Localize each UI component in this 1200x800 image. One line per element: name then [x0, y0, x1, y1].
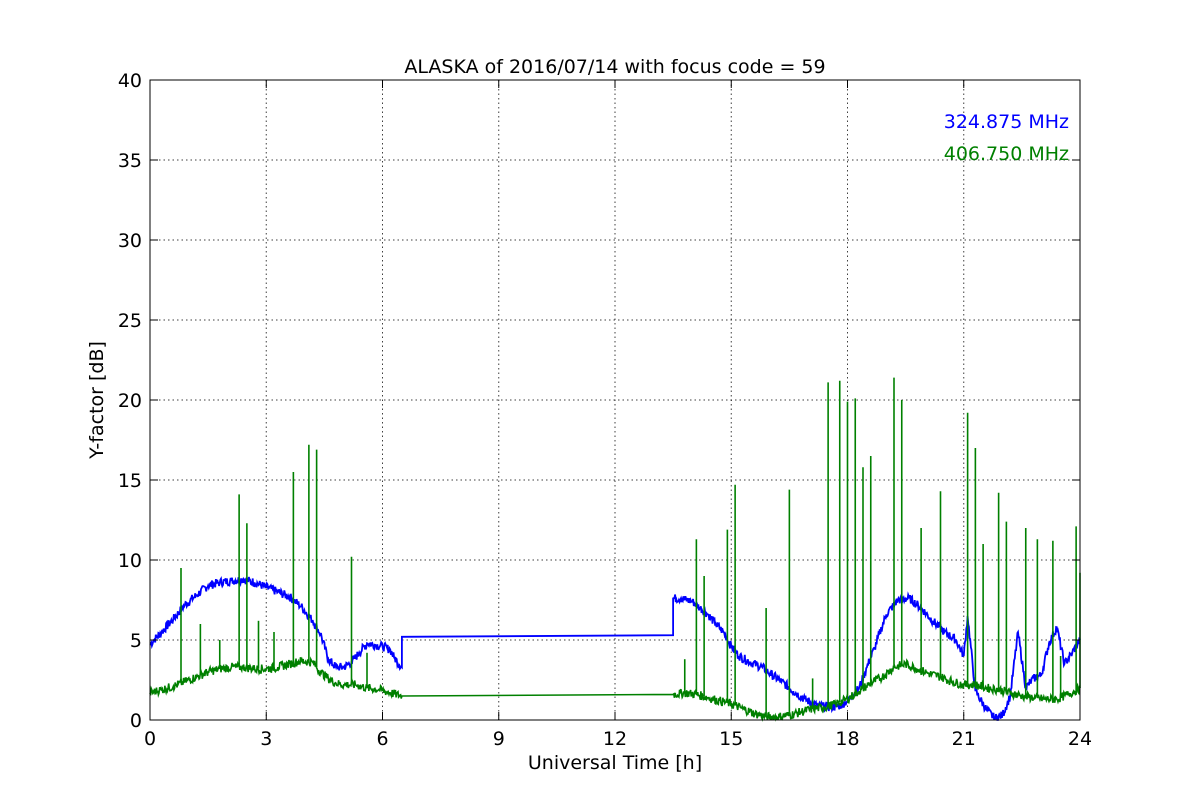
x-tick-label: 21: [952, 728, 976, 750]
y-tick-label: 35: [118, 150, 142, 172]
x-tick-label: 24: [1068, 728, 1092, 750]
y-tick-label: 0: [130, 710, 142, 732]
series-layer: [149, 377, 1081, 722]
grid: [150, 80, 1080, 720]
y-tick-label: 15: [118, 470, 142, 492]
x-tick-label: 12: [603, 728, 627, 750]
chart-title: ALASKA of 2016/07/14 with focus code = 5…: [404, 56, 825, 78]
x-tick-label: 15: [719, 728, 743, 750]
series-line-1: [149, 656, 1081, 722]
x-tick-label: 3: [260, 728, 272, 750]
y-tick-label: 30: [118, 230, 142, 252]
y-tick-label: 25: [118, 310, 142, 332]
ticks: 0 3 6 9 12 15 18 21 24 0 5 10 15 20 25 30 35 40: [118, 70, 1092, 750]
x-axis-title: Universal Time [h]: [528, 752, 702, 774]
legend: 324.875 MHz 406.750 MHz: [944, 111, 1069, 165]
y-tick-label: 10: [118, 550, 142, 572]
x-tick-label: 6: [376, 728, 388, 750]
x-tick-label: 0: [144, 728, 156, 750]
series-line-0: [149, 576, 1081, 721]
y-axis-title: Y-factor [dB]: [86, 341, 108, 460]
y-tick-label: 40: [118, 70, 142, 92]
y-tick-label: 5: [130, 630, 142, 652]
x-tick-label: 18: [835, 728, 859, 750]
x-tick-label: 9: [493, 728, 505, 750]
legend-entry-406-750-mhz: 406.750 MHz: [944, 143, 1069, 165]
y-tick-label: 20: [118, 390, 142, 412]
legend-entry-324-875-mhz: 324.875 MHz: [944, 111, 1069, 133]
